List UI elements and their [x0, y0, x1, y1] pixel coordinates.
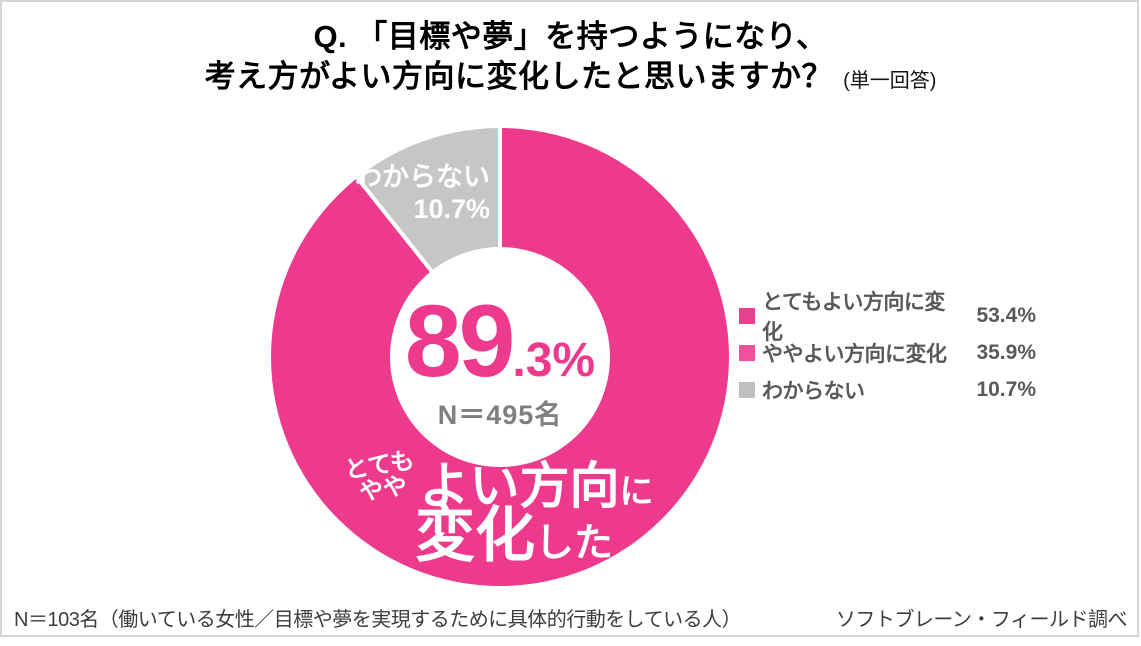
title-line-2: 考え方がよい方向に変化したと思いますか？ (単一回答) [204, 59, 937, 95]
legend-value: 35.9% [976, 340, 1036, 364]
combined-change-suffix: した [534, 521, 613, 565]
donut-chart: わからない 10.7% 89.3% N＝495名 とても やや よい方向に 変化… [271, 128, 729, 586]
legend-label: ややよい方向に変化 [762, 342, 947, 366]
combined-slice-label-row1: とても やや よい方向に [343, 447, 654, 514]
footer: N＝103名（働いている女性／目標や夢を実現するために具体的行動をしている人） … [0, 603, 1141, 632]
center-percentage: 89.3% [405, 290, 596, 392]
slice-separator-top [498, 128, 502, 357]
legend-label: わからない [762, 379, 865, 403]
legend-row: ややよい方向に変化 35.9% [739, 340, 1036, 366]
legend-swatch-unknown [739, 381, 755, 398]
center-percentage-frac: .3% [512, 334, 596, 388]
legend-row: わからない 10.7% [739, 377, 1036, 403]
donut-hole [390, 247, 610, 467]
legend: とてもよい方向に変化 53.4% ややよい方向に変化 35.9% わからない 1… [739, 291, 1036, 414]
combined-direction-text: よい方向に [419, 457, 654, 514]
single-answer-note: (単一回答) [843, 70, 937, 93]
combined-direction-suffix: に [619, 472, 654, 511]
legend-value: 10.7% [976, 377, 1036, 401]
center-percentage-int: 89 [404, 284, 515, 399]
combined-degree-words: とても やや [343, 447, 420, 508]
legend-row: とてもよい方向に変化 53.4% [739, 291, 1036, 344]
title-line-1: Q. 「目標や夢」を持つようになり、 [313, 19, 828, 54]
unknown-slice-label-text: わからない [355, 162, 490, 192]
chart-title: Q. 「目標や夢」を持つようになり、 考え方がよい方向に変化したと思いますか？(… [0, 17, 1141, 98]
combined-change-text: 変化した [414, 501, 613, 569]
footer-sample-note: N＝103名（働いている女性／目標や夢を実現するために具体的行動をしている人） [14, 609, 742, 631]
footer-source: ソフトブレーン・フィールド調べ [835, 609, 1128, 631]
legend-label: とてもよい方向に変化 [762, 290, 945, 344]
legend-swatch-somewhat-positive [739, 344, 755, 361]
unknown-slice-label-value: 10.7% [413, 193, 490, 224]
center-n-label: N＝495名 [437, 399, 563, 430]
legend-swatch-very-positive [739, 307, 755, 324]
unknown-slice-label: わからない 10.7% [340, 162, 490, 226]
combined-slice-label: とても やや よい方向に 変化した [343, 447, 654, 566]
center-percentage-block: 89.3% N＝495名 [405, 290, 596, 432]
legend-value: 53.4% [976, 303, 1036, 327]
